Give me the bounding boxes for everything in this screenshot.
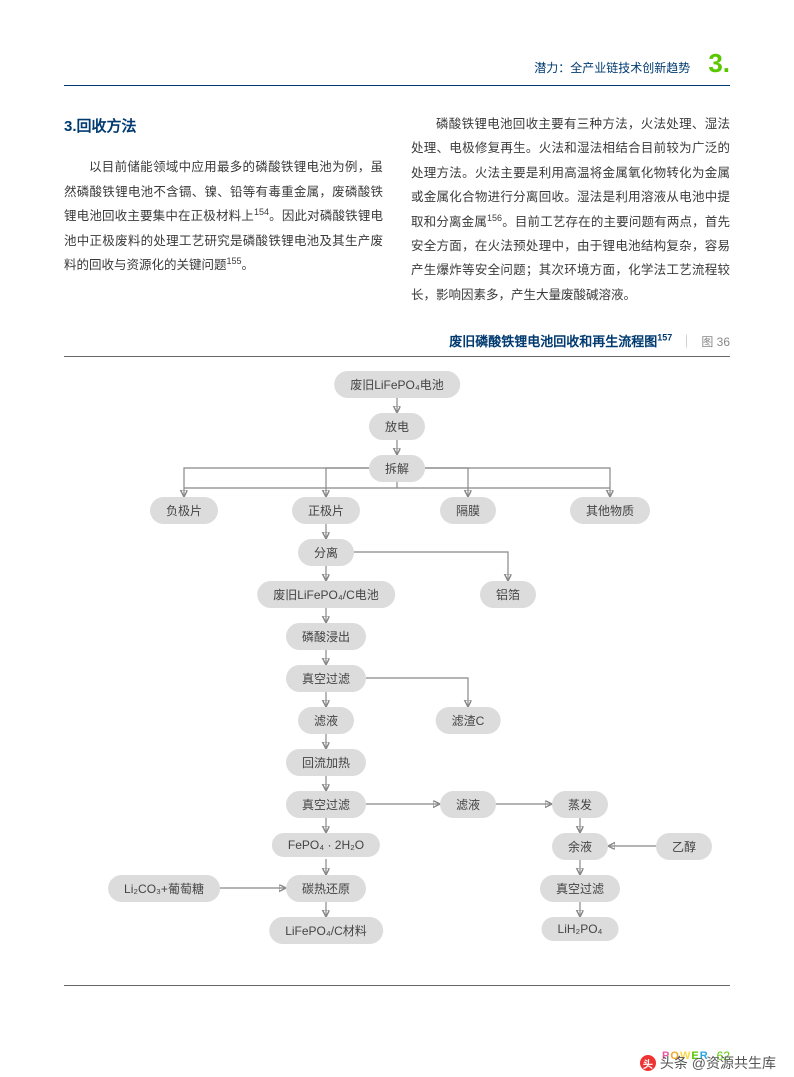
flow-node-separate: 分离 xyxy=(298,539,354,566)
flow-node-lih2po4: LiH₂PO₄ xyxy=(542,917,619,941)
right-column: 磷酸铁锂电池回收主要有三种方法，火法处理、湿法处理、电极修复再生。火法和湿法相结… xyxy=(411,112,730,307)
figure-separator: ｜ xyxy=(680,331,693,350)
flow-node-waste_c: 废旧LiFePO₄/C电池 xyxy=(257,581,395,608)
flow-node-carbothermal: 碳热还原 xyxy=(286,875,366,902)
watermark-icon: 头 xyxy=(640,1055,656,1071)
figure-label: 图 36 xyxy=(701,333,730,350)
text-frag: 。 xyxy=(242,258,255,272)
figure-title-text: 废旧磷酸铁锂电池回收和再生流程图 xyxy=(449,334,657,349)
flowchart: 废旧LiFePO₄电池放电拆解负极片 正极片 隔膜 其他物质分离铝箔 废旧LiFePO₄… xyxy=(64,371,730,981)
flow-node-cathode: 正极片 xyxy=(292,497,360,524)
flow-node-vac_filter2: 真空过滤 xyxy=(286,791,366,818)
text-frag: 磷酸铁锂电池回收主要有三种方法，火法处理、湿法处理、电极修复再生。火法和湿法相结… xyxy=(411,117,730,229)
watermark: 头 头条 @资源共生库 xyxy=(640,1053,776,1073)
flow-node-filtrate2: 滤液 xyxy=(440,791,496,818)
flow-node-other: 其他物质 xyxy=(570,497,650,524)
figure-rule-bottom xyxy=(64,985,730,986)
flow-node-anode: 负极片 xyxy=(150,497,218,524)
footnote-ref: 157 xyxy=(657,333,672,343)
flow-node-start: 废旧LiFePO₄电池 xyxy=(334,371,460,398)
footnote-ref: 155 xyxy=(227,256,242,266)
chapter-number: 3. xyxy=(708,48,730,79)
body-columns: 3.回收方法 以目前储能领域中应用最多的磷酸铁锂电池为例，虽然磷酸铁锂电池不含镉… xyxy=(64,112,730,307)
footnote-ref: 156 xyxy=(487,213,502,223)
right-paragraph: 磷酸铁锂电池回收主要有三种方法，火法处理、湿法处理、电极修复再生。火法和湿法相结… xyxy=(411,112,730,307)
page-header: 潜力：全产业链技术创新趋势 3. xyxy=(64,48,730,79)
flow-node-disassemble: 拆解 xyxy=(369,455,425,482)
flow-node-alfoil: 铝箔 xyxy=(480,581,536,608)
left-paragraph: 以目前储能领域中应用最多的磷酸铁锂电池为例，虽然磷酸铁锂电池不含镉、镍、铅等有毒… xyxy=(64,155,383,277)
flow-node-evaporate: 蒸发 xyxy=(552,791,608,818)
flow-node-ethanol: 乙醇 xyxy=(656,833,712,860)
flow-node-filtrate1: 滤液 xyxy=(298,707,354,734)
figure-title: 废旧磷酸铁锂电池回收和再生流程图157 xyxy=(449,331,672,350)
flow-node-residual: 余液 xyxy=(552,833,608,860)
flow-node-vac_filter1: 真空过滤 xyxy=(286,665,366,692)
section-heading: 3.回收方法 xyxy=(64,112,383,141)
flow-node-lifepo4_c: LiFePO₄/C材料 xyxy=(269,917,383,944)
watermark-text: 头条 @资源共生库 xyxy=(660,1053,776,1073)
flow-node-membrane: 隔膜 xyxy=(440,497,496,524)
footnote-ref: 154 xyxy=(254,207,269,217)
figure-rule-top xyxy=(64,356,730,357)
figure-title-row: 废旧磷酸铁锂电池回收和再生流程图157 ｜ 图 36 xyxy=(64,331,730,350)
flow-node-phos_leach: 磷酸浸出 xyxy=(286,623,366,650)
flow-node-reflux: 回流加热 xyxy=(286,749,366,776)
flow-node-residue_c: 滤渣C xyxy=(436,707,501,734)
flow-node-li2co3: Li₂CO₃+葡萄糖 xyxy=(108,875,220,902)
flow-node-fepo4: FePO₄ · 2H₂O xyxy=(272,833,380,857)
flow-node-vac_filter3: 真空过滤 xyxy=(540,875,620,902)
flow-node-discharge: 放电 xyxy=(369,413,425,440)
header-breadcrumb: 潜力：全产业链技术创新趋势 xyxy=(534,59,690,76)
header-rule xyxy=(64,85,730,86)
left-column: 3.回收方法 以目前储能领域中应用最多的磷酸铁锂电池为例，虽然磷酸铁锂电池不含镉… xyxy=(64,112,383,307)
